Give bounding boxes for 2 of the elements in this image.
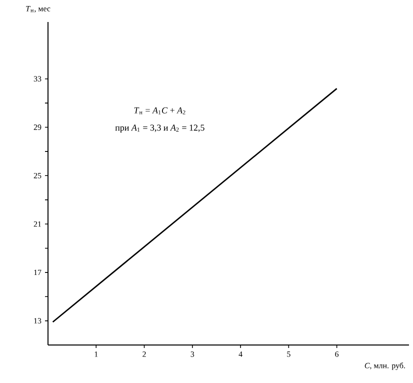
text: T$_{н}$ = A$_{1}$C + A$_{2}$ xyxy=(134,107,186,114)
annotation: при A$_{1}$ = 3,3 и A$_{2}$ = 12,5 xyxy=(115,124,204,133)
